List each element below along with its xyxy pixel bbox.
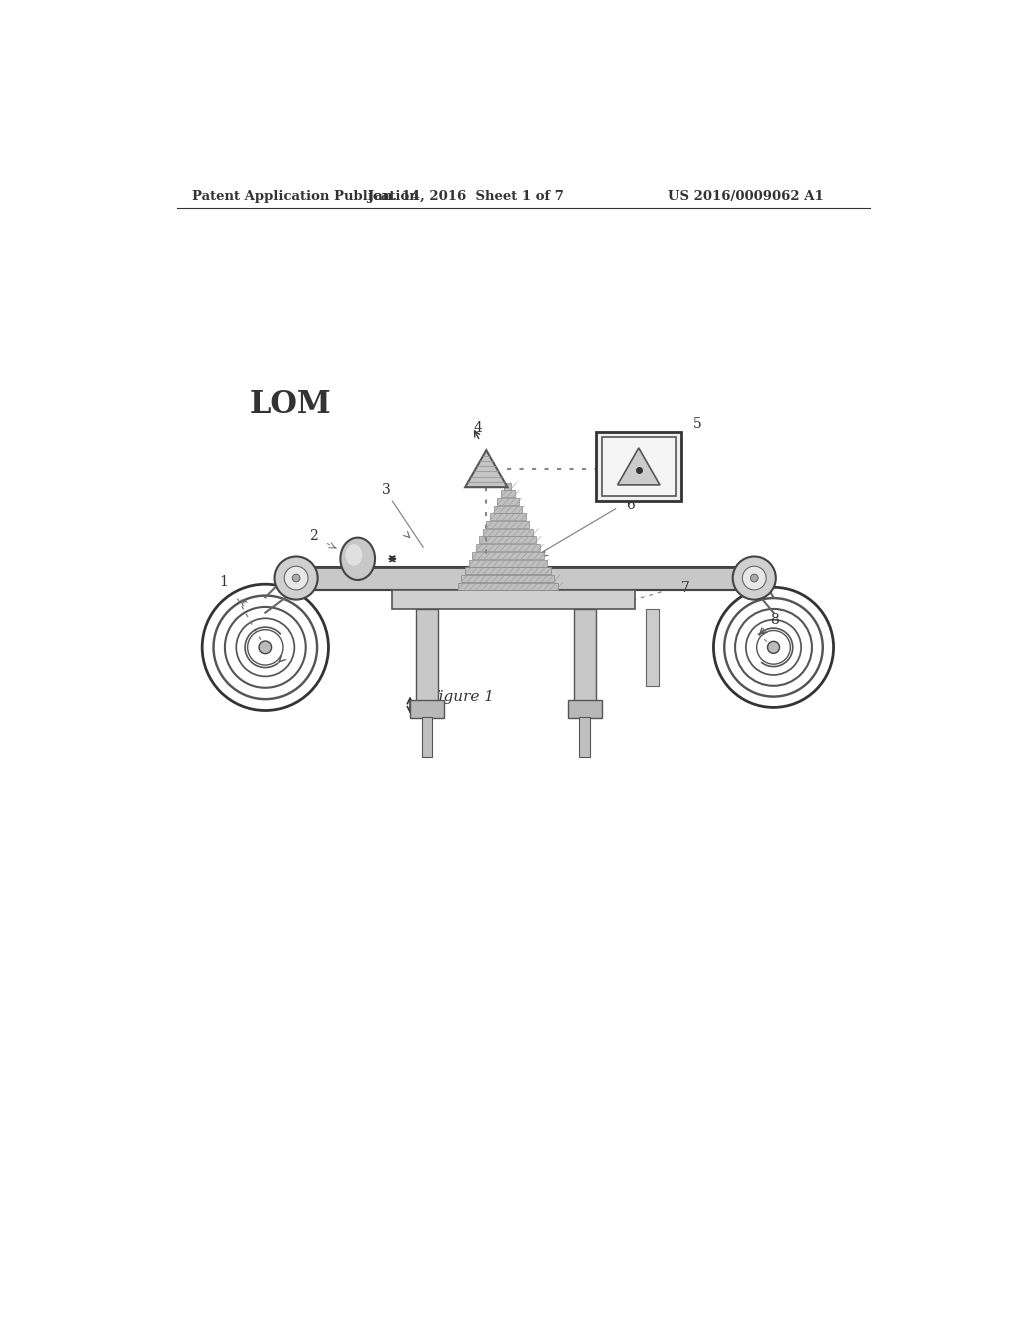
Circle shape [285, 566, 308, 590]
Bar [479, 536, 537, 544]
Text: 3: 3 [382, 483, 391, 496]
Circle shape [733, 557, 776, 599]
Bar [486, 521, 529, 528]
Bar [472, 552, 544, 558]
Polygon shape [617, 447, 659, 484]
Text: 1: 1 [219, 576, 228, 589]
Bar [410, 700, 444, 718]
Bar [646, 609, 658, 686]
Text: Jan. 14, 2016  Sheet 1 of 7: Jan. 14, 2016 Sheet 1 of 7 [368, 190, 563, 203]
Circle shape [259, 642, 271, 653]
Bar [494, 506, 522, 512]
Text: 4: 4 [474, 421, 483, 434]
Bar [416, 609, 438, 701]
Text: Patent Application Publication: Patent Application Publication [193, 190, 419, 203]
Text: 5: 5 [692, 417, 701, 432]
Bar [568, 700, 602, 718]
Circle shape [292, 574, 300, 582]
Bar [296, 566, 755, 590]
Bar [483, 529, 532, 536]
Circle shape [751, 574, 758, 582]
Bar [580, 717, 590, 756]
Bar [501, 490, 515, 498]
Text: 8: 8 [770, 614, 778, 627]
Bar [465, 568, 551, 574]
Bar [469, 560, 547, 566]
Text: 6: 6 [626, 498, 635, 512]
Circle shape [274, 557, 317, 599]
Bar [458, 582, 558, 590]
Bar [504, 483, 511, 490]
Polygon shape [465, 450, 508, 487]
Bar [602, 437, 676, 496]
Bar [392, 590, 635, 609]
Bar [596, 432, 681, 502]
Circle shape [768, 642, 779, 653]
Bar [497, 498, 518, 506]
Text: US 2016/0009062 A1: US 2016/0009062 A1 [668, 190, 823, 203]
Bar [462, 576, 554, 582]
Text: 2: 2 [309, 529, 317, 543]
Bar [574, 609, 596, 701]
Ellipse shape [345, 544, 362, 566]
Ellipse shape [340, 537, 375, 579]
Text: 7: 7 [681, 581, 690, 595]
Text: LOM: LOM [250, 389, 332, 420]
Bar [422, 717, 432, 756]
Bar [490, 513, 525, 520]
Text: Figure 1: Figure 1 [429, 690, 495, 705]
Circle shape [742, 566, 766, 590]
Bar [476, 544, 540, 552]
